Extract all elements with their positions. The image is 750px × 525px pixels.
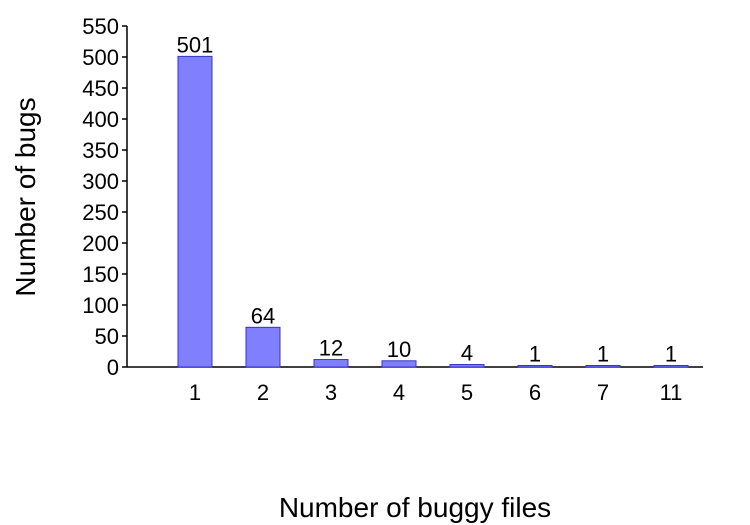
- data-label: 1: [529, 342, 541, 367]
- data-label: 64: [251, 303, 275, 328]
- y-tick-label: 350: [82, 138, 119, 163]
- y-tick-label: 450: [82, 76, 119, 101]
- data-label: 4: [461, 341, 473, 366]
- x-tick-label: 7: [597, 380, 609, 405]
- x-tick-label: 1: [189, 380, 201, 405]
- data-label: 1: [665, 342, 677, 367]
- x-tick-label: 3: [325, 380, 337, 405]
- y-tick-label: 500: [82, 45, 119, 70]
- x-axis-title: Number of buggy files: [279, 492, 551, 523]
- data-label: 10: [387, 337, 411, 362]
- y-tick-label: 150: [82, 262, 119, 287]
- y-tick-label: 250: [82, 200, 119, 225]
- x-tick-label: 4: [393, 380, 405, 405]
- y-tick-label: 300: [82, 169, 119, 194]
- bar-7: [585, 365, 621, 368]
- y-tick-label: 400: [82, 107, 119, 132]
- bar-4: [381, 360, 417, 368]
- x-tick-label: 5: [461, 380, 473, 405]
- data-label: 1: [597, 342, 609, 367]
- y-tick-label: 550: [82, 14, 119, 39]
- bar-1: [177, 55, 213, 368]
- y-axis-title: Number of bugs: [10, 97, 41, 296]
- data-label: 501: [177, 32, 214, 57]
- x-tick-label: 6: [529, 380, 541, 405]
- y-tick-label: 50: [95, 324, 119, 349]
- y-tick-label: 100: [82, 293, 119, 318]
- y-tick-label: 0: [107, 355, 119, 380]
- x-tick-label: 11: [660, 380, 683, 405]
- x-tick-label: 2: [257, 380, 269, 405]
- bar-6: [517, 365, 553, 368]
- bar-11: [653, 365, 689, 368]
- bar-3: [313, 359, 349, 368]
- y-tick-label: 200: [82, 231, 119, 256]
- bar-5: [449, 364, 485, 368]
- x-axis: 1 2 3 4 5 6 7 11: [127, 366, 703, 405]
- bar-2: [245, 326, 281, 368]
- data-labels: 501 64 12 10 4 1 1 1: [177, 32, 677, 366]
- data-label: 12: [319, 336, 343, 361]
- bars: [177, 55, 689, 368]
- y-axis: 0 50 100 150 200 250 300 350 400 450 500 550: [82, 14, 128, 380]
